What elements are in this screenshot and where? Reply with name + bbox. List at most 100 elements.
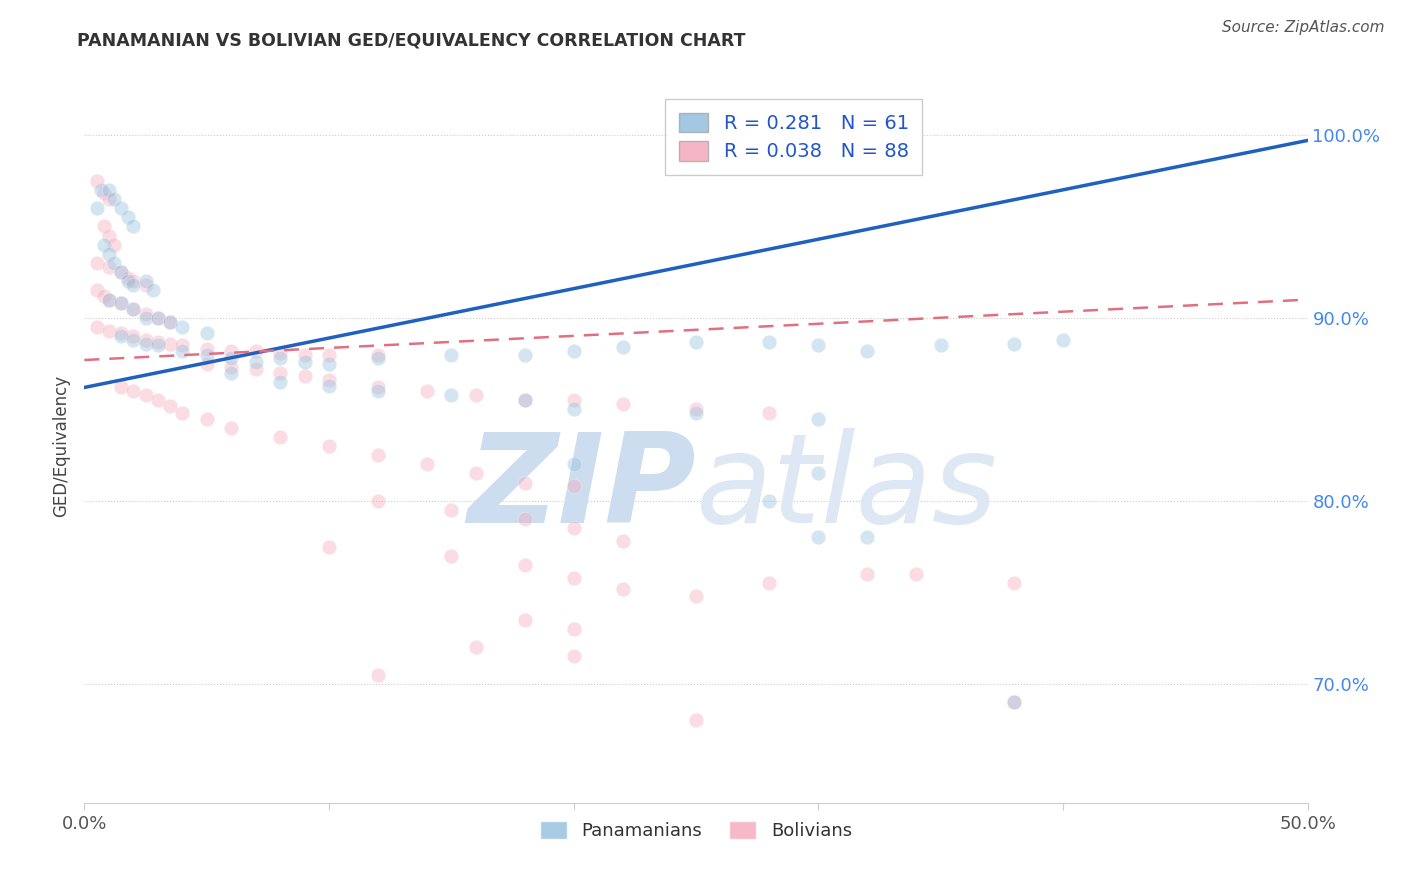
Point — [103, 237, 125, 252]
Point — [97, 247, 120, 261]
Point — [562, 479, 585, 493]
Point — [758, 494, 780, 508]
Point — [97, 183, 120, 197]
Point — [110, 296, 132, 310]
Point — [513, 613, 536, 627]
Point — [612, 582, 634, 596]
Point — [562, 521, 585, 535]
Point — [103, 256, 125, 270]
Point — [97, 192, 120, 206]
Point — [562, 458, 585, 472]
Point — [135, 336, 157, 351]
Point — [685, 406, 707, 420]
Point — [269, 345, 291, 359]
Point — [758, 576, 780, 591]
Point — [1002, 576, 1025, 591]
Point — [159, 315, 181, 329]
Point — [367, 351, 389, 366]
Point — [513, 347, 536, 361]
Point — [269, 351, 291, 366]
Point — [758, 406, 780, 420]
Point — [367, 380, 389, 394]
Point — [685, 714, 707, 728]
Point — [856, 343, 879, 358]
Point — [86, 256, 108, 270]
Point — [464, 388, 486, 402]
Point — [294, 347, 316, 361]
Point — [86, 174, 108, 188]
Point — [1002, 336, 1025, 351]
Point — [562, 649, 585, 664]
Point — [135, 274, 157, 288]
Point — [807, 411, 830, 425]
Point — [1002, 695, 1025, 709]
Point — [929, 338, 952, 352]
Point — [269, 430, 291, 444]
Point — [685, 589, 707, 603]
Point — [146, 310, 169, 325]
Point — [1002, 695, 1025, 709]
Point — [685, 334, 707, 349]
Point — [159, 315, 181, 329]
Point — [513, 512, 536, 526]
Point — [219, 366, 242, 380]
Point — [97, 260, 120, 274]
Point — [195, 411, 218, 425]
Point — [367, 667, 389, 681]
Point — [513, 475, 536, 490]
Point — [612, 340, 634, 354]
Point — [135, 310, 157, 325]
Point — [122, 384, 145, 398]
Point — [135, 277, 157, 292]
Point — [86, 284, 108, 298]
Point — [97, 228, 120, 243]
Point — [117, 270, 139, 285]
Point — [612, 534, 634, 549]
Point — [93, 289, 115, 303]
Point — [219, 420, 242, 434]
Point — [135, 333, 157, 347]
Point — [856, 567, 879, 582]
Point — [1052, 333, 1074, 347]
Point — [562, 622, 585, 636]
Point — [172, 338, 194, 352]
Point — [117, 274, 139, 288]
Point — [117, 211, 139, 225]
Point — [294, 369, 316, 384]
Legend: Panamanians, Bolivians: Panamanians, Bolivians — [533, 814, 859, 847]
Point — [110, 265, 132, 279]
Point — [513, 558, 536, 572]
Point — [122, 274, 145, 288]
Point — [159, 336, 181, 351]
Point — [110, 296, 132, 310]
Point — [103, 192, 125, 206]
Point — [110, 326, 132, 340]
Point — [440, 503, 463, 517]
Point — [122, 219, 145, 234]
Point — [562, 393, 585, 408]
Point — [367, 448, 389, 462]
Y-axis label: GED/Equivalency: GED/Equivalency — [52, 375, 70, 517]
Point — [122, 301, 145, 316]
Point — [97, 293, 120, 307]
Point — [172, 343, 194, 358]
Point — [159, 399, 181, 413]
Point — [97, 293, 120, 307]
Point — [93, 219, 115, 234]
Point — [367, 494, 389, 508]
Point — [440, 549, 463, 563]
Point — [464, 640, 486, 655]
Point — [807, 338, 830, 352]
Point — [245, 343, 267, 358]
Point — [135, 307, 157, 321]
Point — [110, 380, 132, 394]
Point — [269, 366, 291, 380]
Point — [122, 277, 145, 292]
Point — [905, 567, 928, 582]
Point — [416, 458, 439, 472]
Point — [612, 397, 634, 411]
Text: Source: ZipAtlas.com: Source: ZipAtlas.com — [1222, 20, 1385, 35]
Point — [172, 406, 194, 420]
Point — [562, 402, 585, 417]
Point — [513, 393, 536, 408]
